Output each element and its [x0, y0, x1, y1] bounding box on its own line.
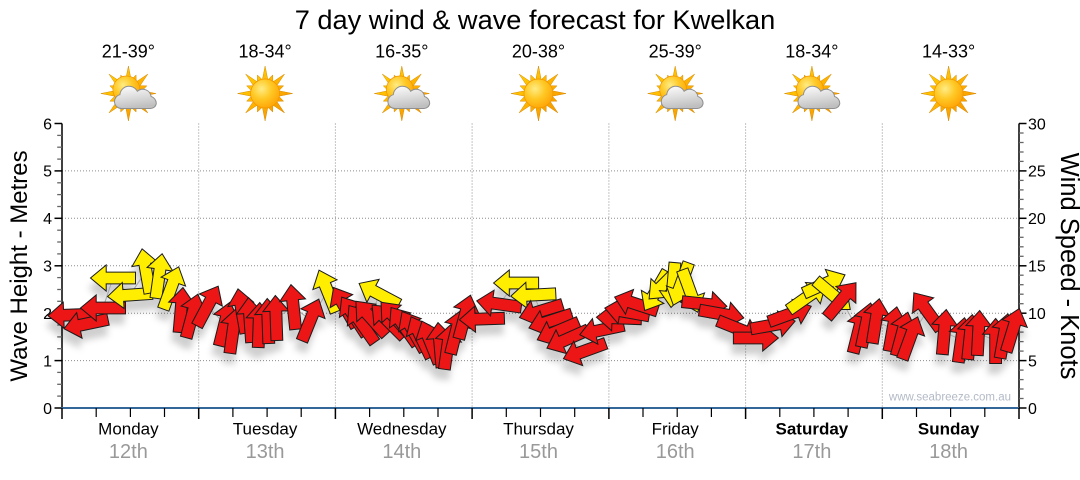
svg-text:16-35°: 16-35° [375, 42, 428, 62]
svg-text:10: 10 [1028, 306, 1046, 323]
svg-text:20: 20 [1028, 211, 1046, 228]
svg-text:0: 0 [43, 401, 52, 418]
svg-text:18th: 18th [929, 441, 968, 463]
svg-text:Saturday: Saturday [776, 420, 849, 439]
svg-text:18-34°: 18-34° [238, 42, 291, 62]
svg-text:6: 6 [43, 116, 52, 133]
svg-text:7 day wind & wave forecast for: 7 day wind & wave forecast for Kwelkan [295, 4, 776, 35]
svg-text:20-38°: 20-38° [512, 42, 565, 62]
svg-text:15: 15 [1028, 259, 1046, 276]
svg-text:14th: 14th [382, 441, 421, 463]
svg-text:13th: 13th [246, 441, 285, 463]
svg-text:16th: 16th [656, 441, 695, 463]
svg-text:Wind Speed - Knots: Wind Speed - Knots [1055, 153, 1080, 380]
svg-text:Wednesday: Wednesday [357, 420, 447, 439]
svg-text:Friday: Friday [652, 420, 700, 439]
svg-text:17th: 17th [792, 441, 831, 463]
svg-text:www.seabreeze.com.au: www.seabreeze.com.au [888, 392, 1011, 404]
svg-text:1: 1 [43, 353, 52, 370]
svg-text:Monday: Monday [98, 420, 159, 439]
svg-text:15th: 15th [519, 441, 558, 463]
svg-text:2: 2 [43, 306, 52, 323]
svg-text:12th: 12th [109, 441, 148, 463]
svg-text:21-39°: 21-39° [102, 42, 155, 62]
svg-text:0: 0 [1028, 401, 1037, 418]
svg-text:30: 30 [1028, 116, 1046, 133]
svg-text:Wave Height - Metres: Wave Height - Metres [6, 150, 33, 381]
svg-text:Sunday: Sunday [918, 420, 980, 439]
svg-text:Thursday: Thursday [503, 420, 574, 439]
svg-text:25-39°: 25-39° [649, 42, 702, 62]
svg-text:14-33°: 14-33° [922, 42, 975, 62]
svg-text:18-34°: 18-34° [785, 42, 838, 62]
svg-text:3: 3 [43, 259, 52, 276]
svg-text:Tuesday: Tuesday [233, 420, 298, 439]
svg-text:5: 5 [43, 164, 52, 181]
svg-text:5: 5 [1028, 353, 1037, 370]
svg-text:25: 25 [1028, 164, 1046, 181]
svg-text:4: 4 [43, 211, 52, 228]
